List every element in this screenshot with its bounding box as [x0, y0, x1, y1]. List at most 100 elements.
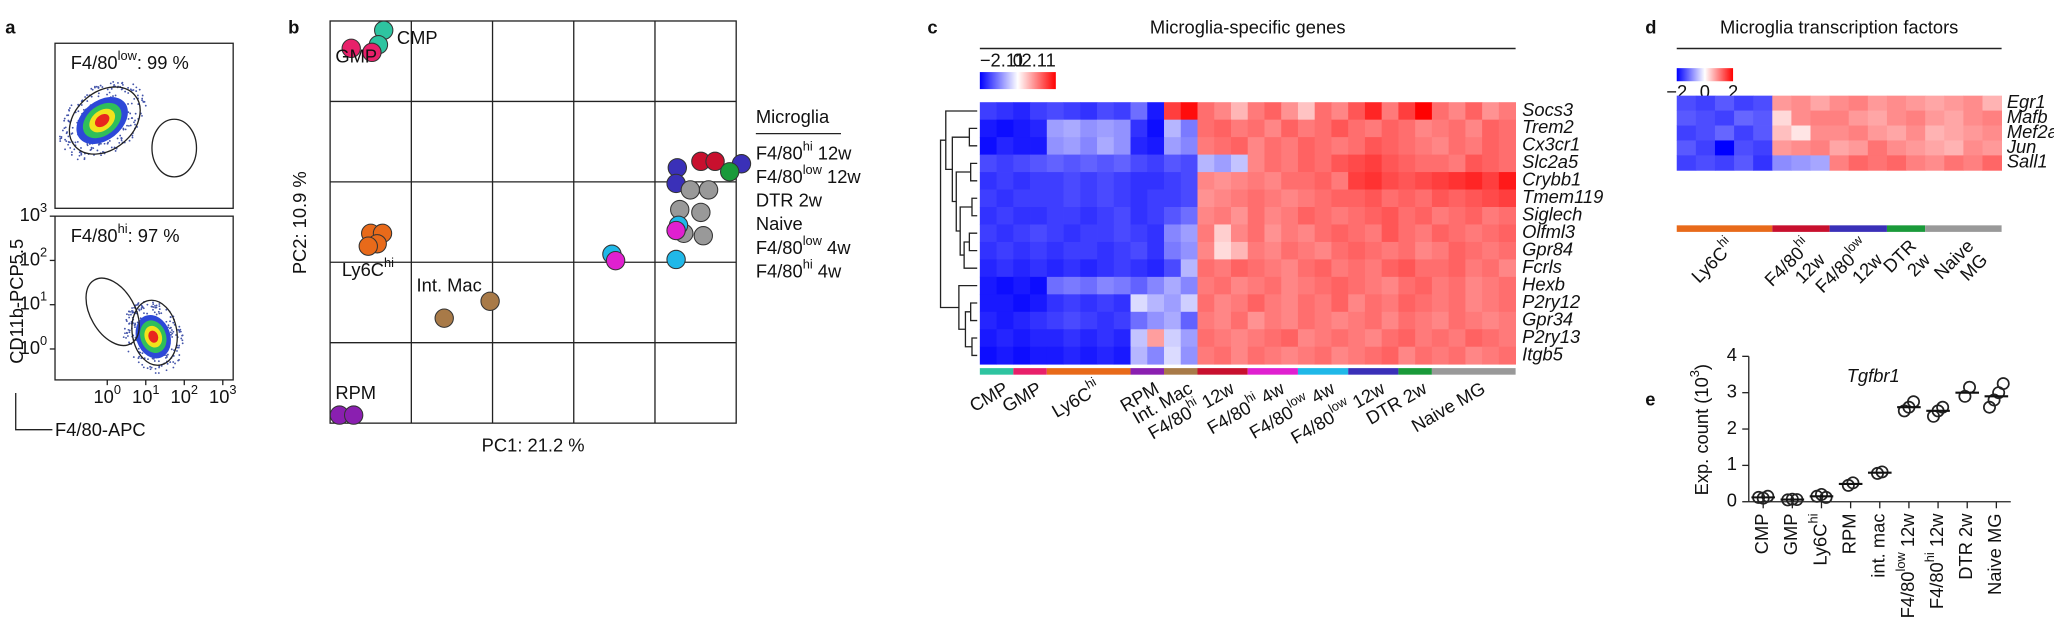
- heat-cell: [1180, 154, 1198, 173]
- event-dot: [131, 136, 134, 139]
- chart-title: Tgfbr1: [1847, 365, 1900, 386]
- heat-cell: [1264, 294, 1282, 313]
- event-dot: [153, 311, 156, 314]
- heat-cell: [1197, 189, 1215, 208]
- heat-cell: [1180, 102, 1198, 121]
- heat-cell: [1230, 102, 1249, 121]
- event-dot: [150, 305, 153, 308]
- event-dot: [134, 326, 136, 328]
- text-run: 10: [20, 293, 40, 314]
- point: [1819, 490, 1833, 504]
- superscript: hi: [384, 255, 394, 270]
- heat-cell: [996, 259, 1014, 278]
- heat-cell: [1180, 119, 1198, 138]
- text-run: 12w: [1926, 513, 1947, 552]
- heat-cell: [1046, 119, 1064, 138]
- event-dot: [146, 303, 149, 306]
- event-dot: [106, 93, 108, 96]
- y-tick-label: 101: [20, 289, 48, 314]
- group-bar: [979, 368, 1014, 375]
- event-dot: [181, 342, 184, 345]
- heat-cell: [1982, 140, 2002, 156]
- heat-cell: [1013, 102, 1031, 121]
- heat-cell: [1230, 189, 1249, 208]
- event-dot: [133, 121, 135, 124]
- heat-cell: [1364, 172, 1383, 190]
- heat-cell: [1381, 189, 1399, 208]
- heat-cell: [1415, 224, 1433, 243]
- heat-cell: [1465, 346, 1483, 365]
- heat-cell: [1214, 224, 1232, 243]
- group-label: Ly6Chi: [1684, 232, 1738, 286]
- heat-cell: [1364, 294, 1383, 313]
- heat-cell: [1046, 224, 1064, 243]
- event-dot: [94, 86, 96, 89]
- heat-cell: [1264, 189, 1282, 208]
- heat-cell: [1063, 119, 1081, 138]
- heat-cell: [1147, 137, 1165, 155]
- heat-cell: [1197, 154, 1215, 173]
- event-dot: [136, 303, 139, 306]
- series-label: Int. Mac: [417, 275, 482, 296]
- heat-cell: [1297, 276, 1316, 295]
- event-dot: [176, 350, 178, 352]
- heat-cell: [1214, 154, 1232, 173]
- heat-cell: [1247, 329, 1265, 348]
- heat-cell: [1297, 259, 1316, 278]
- heat-cell: [1415, 119, 1433, 138]
- event-dot: [80, 147, 82, 149]
- heat-cell: [1247, 294, 1265, 313]
- event-dot: [170, 329, 173, 332]
- event-dot: [131, 134, 134, 137]
- heat-cell: [1063, 241, 1081, 260]
- heat-cell: [1214, 241, 1232, 260]
- group-bar: [1247, 368, 1298, 375]
- heat-cell: [1247, 311, 1265, 330]
- heat-cell: [1314, 224, 1332, 243]
- event-dot: [141, 352, 144, 355]
- heat-cell: [979, 189, 997, 208]
- heat-cell: [1381, 329, 1399, 348]
- event-dot: [175, 334, 177, 336]
- event-dot: [71, 126, 74, 129]
- event-dot: [86, 94, 89, 97]
- text-run: 10: [20, 248, 40, 269]
- heat-cell: [1772, 140, 1792, 156]
- x-tick-label: RPM: [1838, 514, 1859, 555]
- heat-cell: [1364, 276, 1383, 295]
- heat-cell: [1297, 206, 1316, 225]
- heat-cell: [1197, 311, 1215, 330]
- heat-cell: [1297, 294, 1316, 313]
- event-dot: [58, 135, 61, 138]
- event-dot: [108, 140, 111, 142]
- heat-cell: [1197, 172, 1215, 190]
- heat-cell: [1465, 224, 1483, 243]
- heat-cell: [1791, 125, 1811, 141]
- heat-cell: [1080, 189, 1098, 208]
- heat-cell: [1164, 172, 1182, 190]
- point: [693, 226, 713, 246]
- heat-cell: [1982, 125, 2002, 141]
- heat-cell: [1147, 311, 1165, 330]
- event-dot: [154, 372, 157, 374]
- heat-cell: [1348, 259, 1366, 278]
- heat-cell: [1348, 172, 1366, 190]
- heat-cell: [1963, 110, 1983, 126]
- event-dot: [134, 119, 136, 122]
- heat-cell: [1695, 110, 1716, 126]
- y-tick-label: 2: [1727, 417, 1737, 438]
- text-run: F4/80: [1926, 562, 1947, 609]
- superscript: hi: [1922, 552, 1937, 562]
- event-dot: [64, 148, 66, 151]
- event-dot: [67, 135, 70, 138]
- heat-cell: [1415, 311, 1433, 330]
- event-dot: [169, 331, 172, 334]
- heat-cell: [1063, 259, 1081, 278]
- group-label-line: Ly6Chi: [1684, 232, 1738, 286]
- event-dot: [122, 127, 125, 130]
- heat-cell: [1314, 311, 1332, 330]
- heat-cell: [979, 154, 997, 173]
- heat-cell: [1046, 154, 1064, 173]
- text-run: F4/80: [1897, 571, 1918, 618]
